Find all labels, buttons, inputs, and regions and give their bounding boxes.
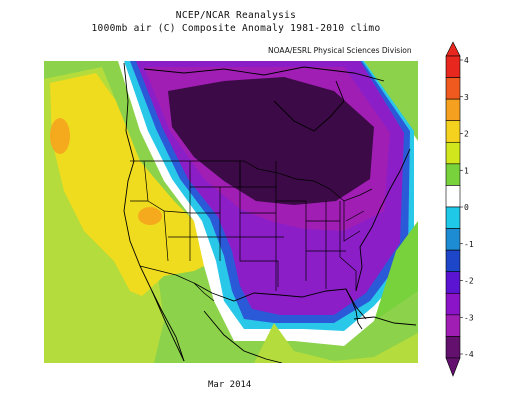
colorbar-tick-label: 3 [464, 93, 469, 102]
colorbar-tick-label: 2 [464, 130, 469, 139]
colorbar-cell [445, 228, 461, 251]
florida-coast [345, 288, 363, 330]
colorbar-cell [445, 206, 461, 229]
us-mexico-border [139, 265, 215, 302]
gulf-green-zone [254, 323, 418, 363]
period-label: Mar 2014 [208, 380, 252, 390]
state-lines-east [339, 201, 365, 291]
deep-purple-core [168, 77, 374, 205]
state-lines-central [239, 161, 346, 291]
colorbar-cell [445, 249, 461, 273]
colorbar-cell [445, 185, 461, 208]
colorbar-tick-label: 1 [464, 166, 469, 175]
colorbar-bottom-arrow [445, 357, 461, 377]
colorbar-cell [445, 163, 461, 186]
chart-title-line-1: NCEP/NCAR Reanalysis [175, 10, 297, 21]
colorbar-tick-label: -3 [464, 313, 474, 322]
orange-spot-nevada [138, 207, 162, 225]
colorbar-tick-label: -4 [464, 350, 474, 359]
colorbar-cell [445, 77, 461, 100]
state-borders [130, 160, 373, 302]
cuba [353, 316, 417, 326]
hudson-bay [273, 80, 345, 132]
atlantic-green-zone [374, 221, 418, 321]
colorbar-cell [445, 336, 461, 359]
orange-spot-pacific [50, 118, 70, 154]
colorbar-cells [445, 41, 461, 377]
west-yellow-zone [50, 73, 214, 296]
pacific-coast [123, 62, 185, 362]
colorbar: 4 3 2 1 0 -1 -2 -3 -4 [445, 41, 474, 377]
colorbar-cell [445, 314, 461, 337]
us-canada-border [130, 160, 373, 202]
arctic-coast [143, 66, 385, 82]
atlantic-coast [355, 148, 411, 292]
state-lines-west [130, 160, 241, 262]
baja-coast [151, 290, 185, 362]
colorbar-cell [445, 55, 461, 78]
colorbar-cell [445, 292, 461, 316]
colorbar-tick-label: 4 [464, 56, 469, 65]
colorbar-top-arrow [445, 41, 461, 57]
colorbar-tick-label: 0 [464, 203, 469, 212]
colorbar-cell [445, 141, 461, 165]
credit-label: NOAA/ESRL Physical Sciences Division [268, 46, 412, 55]
colorbar-cell [445, 120, 461, 143]
chart-title-line-2: 1000mb air (C) Composite Anomaly 1981-20… [91, 23, 381, 34]
coastlines [123, 62, 417, 363]
colorbar-tick-label: -2 [464, 277, 474, 286]
anomaly-map [44, 61, 418, 363]
colorbar-cell [445, 271, 461, 294]
colorbar-tick-label: -1 [464, 240, 474, 249]
mexico-coast [203, 310, 283, 363]
colorbar-ticks: 4 3 2 1 0 -1 -2 -3 -4 [460, 56, 474, 359]
colorbar-cell [445, 98, 461, 122]
